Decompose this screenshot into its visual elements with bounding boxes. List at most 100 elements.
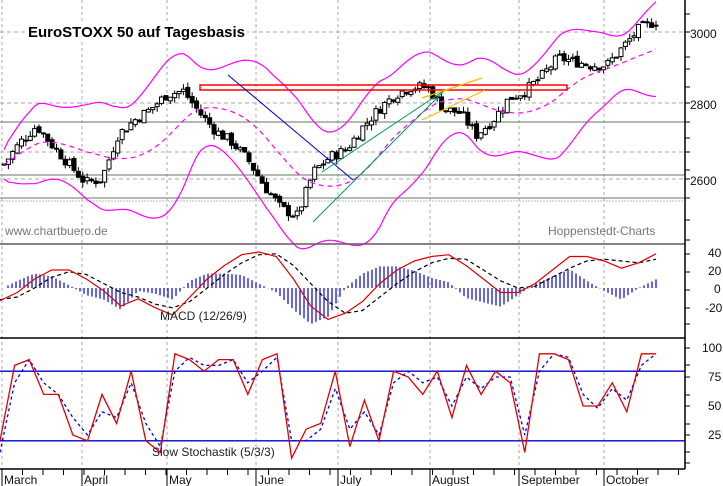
candle-up [110, 151, 116, 160]
candle-down [320, 163, 326, 166]
candle-up [132, 119, 138, 126]
candle-up [635, 23, 641, 39]
month-label-october: October [606, 473, 649, 486]
candle-up [290, 215, 296, 218]
candle-down [557, 53, 563, 56]
price-panel [1, 1, 659, 250]
candle-up [443, 110, 449, 113]
short-channel-upper [421, 77, 483, 99]
candle-up [609, 57, 615, 63]
candle-down [587, 66, 593, 70]
candle-down [456, 110, 462, 114]
candle-up [167, 96, 173, 102]
candle-down [649, 22, 655, 28]
candle-up [159, 96, 165, 104]
macd-signal-line [0, 253, 657, 314]
candle-up [14, 144, 20, 154]
candle-up [303, 187, 309, 208]
month-label-june: June [258, 473, 284, 486]
candle-up [67, 159, 73, 166]
candle-down [561, 53, 567, 62]
candle-up [631, 35, 637, 38]
candle-up [224, 133, 230, 140]
candle-down [163, 95, 169, 101]
candle-down [390, 99, 396, 102]
stoch-k-line [0, 352, 656, 461]
candle-up [27, 135, 33, 141]
candle-down [334, 151, 340, 160]
candle-up [478, 132, 484, 139]
price-tick-3000: 3000 [690, 27, 717, 41]
candle-up [215, 130, 221, 136]
candle-up [447, 107, 453, 112]
candle-up [653, 24, 659, 27]
bollinger-lower-band [3, 88, 657, 250]
candle-down [137, 119, 143, 122]
candle-up [150, 107, 156, 111]
watermark-right: Hoppenstedt-Charts [548, 224, 655, 238]
stoch-tick-25: 25 [708, 428, 722, 442]
candle-down [71, 158, 77, 171]
candle-down [430, 86, 436, 99]
macd-tick-20: 20 [708, 264, 722, 278]
bollinger-upper-band [3, 1, 657, 150]
candle-down [246, 152, 252, 163]
candle-up [128, 122, 134, 131]
month-label-may: May [169, 473, 192, 486]
candle-down [342, 149, 348, 152]
macd-line [0, 251, 657, 321]
candle-up [102, 169, 108, 183]
candle-down [255, 169, 261, 177]
candle-up [106, 159, 112, 170]
candle-up [513, 97, 519, 100]
candle-down [89, 178, 95, 182]
candle-up [10, 150, 16, 160]
candle-up [530, 80, 536, 85]
candle-down [281, 202, 287, 207]
chart-title: EuroSTOXX 50 auf Tagesbasis [28, 24, 245, 41]
candle-up [338, 148, 344, 160]
candle-up [316, 165, 322, 169]
candle-up [482, 127, 488, 135]
candle-up [544, 68, 550, 72]
candle-down [93, 180, 99, 184]
candle-down [268, 193, 274, 196]
candle-up [364, 122, 370, 126]
candle-down [202, 114, 208, 119]
candle-down [211, 124, 217, 135]
candle-up [539, 70, 545, 79]
candle-up [535, 79, 541, 82]
candle-up [307, 179, 313, 188]
candle-down [465, 111, 471, 126]
candle-up [347, 147, 353, 151]
candle-down [355, 137, 361, 140]
candle-up [517, 95, 523, 99]
candle-up [119, 128, 125, 141]
month-label-september: September [521, 473, 580, 486]
candle-down [509, 96, 515, 100]
candle-up [369, 120, 375, 126]
candle-down [229, 132, 235, 146]
month-label-april: April [84, 473, 108, 486]
candle-up [32, 128, 38, 137]
downtrend-line [227, 74, 354, 181]
uptrend-channel-lower [312, 89, 446, 223]
macd-tick-0: 0 [714, 282, 721, 296]
candle-up [408, 91, 414, 96]
candle-up [504, 98, 510, 114]
candle-up [491, 121, 497, 128]
candle-up [579, 62, 585, 68]
candle-up [548, 66, 554, 71]
stochastic-label: Slow Stochastik (5/3/3) [152, 445, 275, 459]
candle-up [570, 56, 576, 59]
macd-label: MACD (12/26/9) [160, 309, 247, 323]
candle-up [312, 166, 318, 180]
candle-up [5, 158, 11, 165]
candle-up [84, 177, 90, 182]
candle-up [176, 90, 182, 95]
candle-up [145, 108, 151, 113]
candle-down [474, 123, 480, 139]
price-tick-2800: 2800 [690, 98, 717, 112]
